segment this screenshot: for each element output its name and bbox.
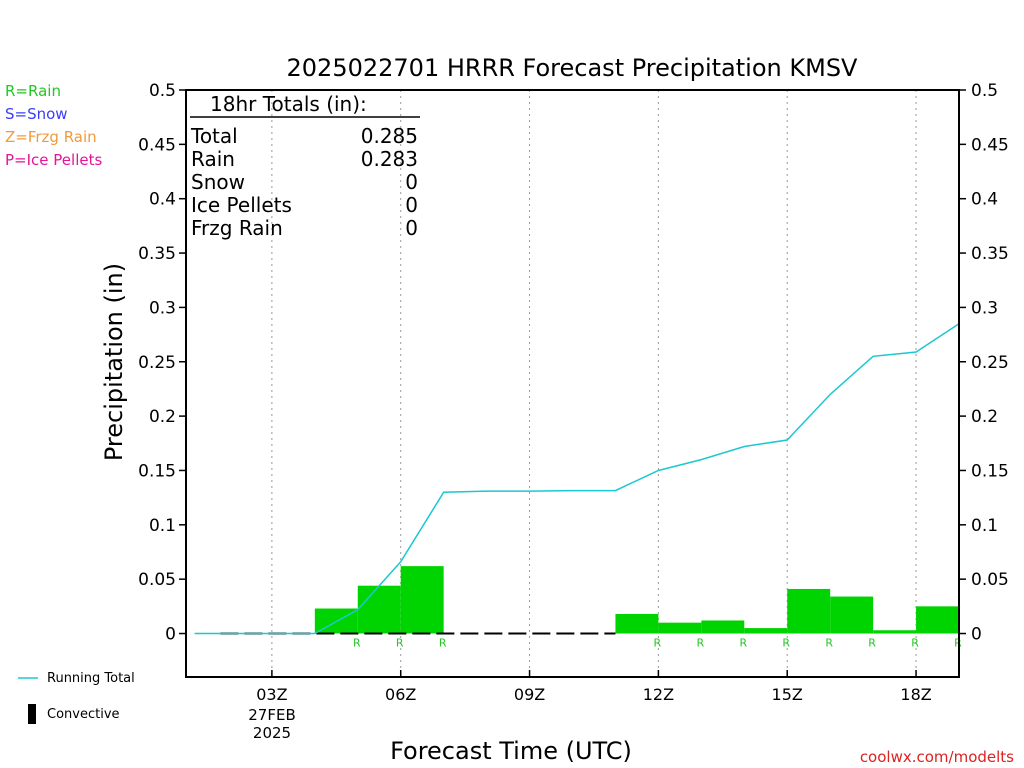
y-tick-label-left: 0.05 [138, 570, 176, 590]
convective-legend-swatch [28, 704, 36, 724]
plot-frame [185, 89, 960, 678]
y-tick-label-right: 0.45 [971, 135, 1009, 155]
precip-type-label: R [654, 637, 662, 650]
x-tick-label: 06Z [385, 685, 416, 704]
precip-type-legend-item: R=Rain [5, 82, 61, 100]
y-tick-label-right: 0.35 [971, 244, 1009, 264]
x-axis-label: Forecast Time (UTC) [390, 737, 632, 765]
precip-bar [357, 585, 401, 634]
y-axis-label: Precipitation (in) [100, 263, 128, 461]
y-tick-label-left: 0.2 [149, 407, 176, 427]
precip-type-label: R [911, 637, 919, 650]
totals-row-label: Rain [191, 147, 235, 171]
precip-type-label: R [825, 637, 833, 650]
precip-bar [787, 588, 831, 634]
line-legend-label: Convective [47, 707, 120, 722]
y-tick-label-left: 0.15 [138, 461, 176, 481]
y-tick-label-right: 0.15 [971, 461, 1009, 481]
y-tick-label-right: 0 [971, 625, 982, 645]
totals-row-value: 0.285 [361, 124, 418, 148]
precip-type-label: R [353, 637, 361, 650]
precip-bar [400, 566, 444, 634]
y-tick-label-right: 0.25 [971, 353, 1009, 373]
grid-lines [271, 90, 917, 677]
y-tick-label-left: 0.5 [149, 81, 176, 101]
chart-title: 2025022701 HRRR Forecast Precipitation K… [287, 54, 859, 82]
totals-row-value: 0 [405, 216, 418, 240]
x-tick-label: 03Z [256, 685, 287, 704]
y-tick-label-left: 0.25 [138, 353, 176, 373]
precip-type-legend: R=Rain S=Snow Z=Frzg Rain P=Ice Pellets [5, 82, 102, 169]
totals-row-label: Snow [191, 170, 245, 194]
precip-bars [314, 566, 959, 634]
totals-row-value: 0.283 [361, 147, 418, 171]
precip-type-label: R [739, 637, 747, 650]
x-year-label: 2025 [253, 724, 291, 742]
precip-bar [916, 606, 959, 634]
totals-row-label: Ice Pellets [191, 193, 292, 217]
precip-bar [744, 628, 788, 634]
y-tick-label-right: 0.05 [971, 570, 1009, 590]
running-total-line [194, 323, 960, 635]
y-tick-label-right: 0.1 [971, 516, 998, 536]
precip-bar [830, 596, 874, 634]
x-date-label: 27FEB [248, 706, 295, 724]
totals-row-value: 0 [405, 193, 418, 217]
y-tick-label-left: 0 [165, 625, 176, 645]
y-tick-label-right: 0.4 [971, 190, 998, 210]
x-tick-label: 15Z [772, 685, 803, 704]
y-tick-label-left: 0.3 [149, 298, 176, 318]
y-tick-label-right: 0.3 [971, 298, 998, 318]
y-tick-label-left: 0.35 [138, 244, 176, 264]
totals-header: 18hr Totals (in): [210, 92, 367, 116]
precip-type-label: R [868, 637, 876, 650]
line-legend-label: Running Total [47, 671, 135, 686]
x-tick-label: 18Z [900, 685, 931, 704]
precip-bar [701, 620, 745, 634]
precip-type-legend-item: Z=Frzg Rain [5, 128, 97, 146]
y-tick-label-right: 0.5 [971, 81, 998, 101]
y-axis-ticks: 0 00.05 0.050.1 0.10.15 0.150.2 0.20.25 0.250.… [138, 81, 1009, 645]
y-tick-label-left: 0.4 [149, 190, 176, 210]
x-tick-label: 09Z [514, 685, 545, 704]
precip-type-label: R [697, 637, 705, 650]
line-legend: Running Total Convective [18, 671, 135, 724]
x-tick-label: 12Z [643, 685, 674, 704]
precip-type-label: R [782, 637, 790, 650]
precip-type-label: R [396, 637, 404, 650]
totals-rows: Total 0.285 Rain 0.283 Snow 0 Ice Pellets 0 Frzg… [190, 124, 418, 240]
running-total-polyline [194, 323, 960, 635]
precip-type-legend-item: S=Snow [5, 105, 68, 123]
totals-box: 18hr Totals (in): Total 0.285 Rain 0.283 Sno… [190, 92, 420, 240]
precip-bar [615, 613, 659, 634]
x-axis-ticks: 03Z 06Z 09Z 12Z 15Z 18Z [256, 670, 932, 704]
precip-type-label: R [439, 637, 447, 650]
y-tick-label-right: 0.2 [971, 407, 998, 427]
totals-row-label: Total [190, 124, 238, 148]
precip-bar [873, 630, 917, 634]
precip-bar [658, 622, 702, 634]
credit-text: coolwx.com/modelts [860, 748, 1014, 766]
y-tick-label-left: 0.1 [149, 516, 176, 536]
y-tick-label-left: 0.45 [138, 135, 176, 155]
totals-row-value: 0 [405, 170, 418, 194]
precip-type-legend-item: P=Ice Pellets [5, 151, 102, 169]
totals-row-label: Frzg Rain [191, 216, 283, 240]
